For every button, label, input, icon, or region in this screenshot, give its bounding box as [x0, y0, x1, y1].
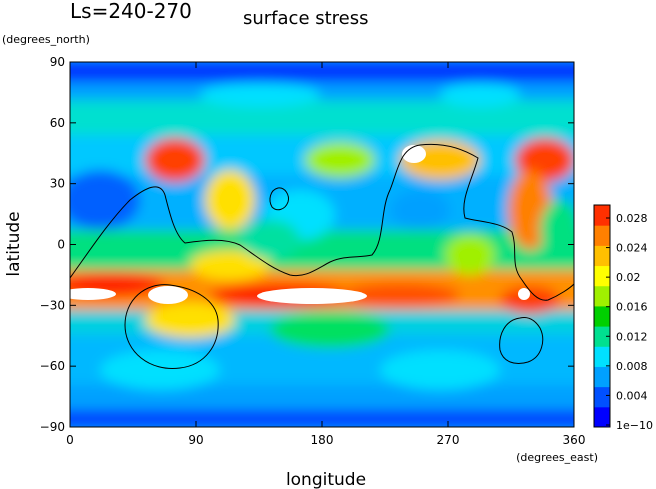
field-spot	[270, 312, 390, 348]
y-tick-label: −30	[40, 298, 65, 312]
y-axis: 90 60 30 0 −30 −60 −90	[40, 55, 574, 434]
colorbar-tick-label: 0.004	[616, 389, 648, 402]
topography-contours	[70, 143, 574, 369]
colorbar-tick-label: 0.016	[616, 301, 648, 314]
saturated-region	[70, 288, 116, 300]
y-tick-label: −90	[40, 420, 65, 434]
y-units-label: (degrees_north)	[2, 33, 90, 46]
colorbar-band	[594, 406, 610, 428]
colorbar: 0.028 0.024 0.02 0.016 0.012 0.008 0.004 1e−10	[593, 204, 653, 432]
heatmap-field	[70, 62, 574, 427]
colorbar-ticks: 0.028 0.024 0.02 0.016 0.012 0.008 0.004 1e−10	[606, 212, 653, 432]
field-spot	[100, 350, 220, 390]
colorbar-band	[594, 386, 610, 408]
colorbar-band	[594, 346, 610, 367]
saturated-regions	[70, 145, 530, 304]
colorbar-tick-label: 0.012	[616, 330, 648, 343]
colorbar-band	[594, 245, 610, 267]
x-units-label: (degrees_east)	[516, 451, 598, 464]
colorbar-tick-label: 0.008	[616, 360, 648, 373]
field-band	[70, 230, 574, 270]
y-axis-label: latitude	[4, 211, 24, 276]
topography-contour	[124, 284, 219, 369]
saturated-region	[518, 288, 530, 300]
x-tick-label: 360	[563, 433, 586, 447]
field-spot	[305, 142, 375, 178]
y-tick-label: 30	[50, 177, 65, 191]
x-tick-label: 270	[437, 433, 460, 447]
colorbar-tick-label: 0.024	[616, 242, 648, 255]
x-axis-label: longitude	[286, 470, 366, 489]
field-spot	[200, 83, 320, 107]
colorbar-tick-label: 0.02	[616, 271, 641, 284]
saturated-region	[402, 145, 426, 163]
colorbar-bands	[594, 205, 610, 428]
saturated-region	[257, 288, 367, 304]
topography-contour	[269, 187, 289, 211]
colorbar-band	[594, 225, 610, 246]
y-tick-label: −60	[40, 359, 65, 373]
chart-title-left: Ls=240-270	[70, 0, 192, 23]
field-band	[70, 385, 574, 410]
x-tick-label: 90	[188, 433, 203, 447]
chart-title: surface stress	[243, 8, 369, 29]
colorbar-band	[594, 326, 610, 347]
field-spot	[145, 138, 205, 182]
colorbar-band	[594, 265, 610, 287]
colorbar-band	[594, 285, 610, 307]
field-spot	[340, 283, 460, 307]
colorbar-tick-label: 0.028	[616, 212, 648, 225]
field-spot	[445, 235, 495, 275]
colorbar-band	[594, 305, 610, 327]
x-tick-label: 0	[66, 433, 74, 447]
topography-contour	[70, 143, 574, 301]
topography-contour	[499, 317, 544, 364]
heatmap-plot-area	[70, 62, 574, 427]
x-tick-label: 180	[311, 433, 334, 447]
field-spot	[500, 286, 560, 314]
y-tick-label: 0	[57, 238, 65, 252]
x-axis: 0 90 180 270 360	[66, 62, 585, 447]
colorbar-band	[594, 366, 610, 388]
field-spot	[380, 350, 500, 390]
field-spot	[205, 170, 255, 230]
field-spot	[540, 200, 574, 260]
y-tick-label: 90	[50, 55, 65, 69]
field-spot	[190, 250, 270, 280]
y-tick-label: 60	[50, 116, 65, 130]
field-spot	[145, 302, 235, 338]
field-spot	[70, 170, 140, 230]
field-spot	[390, 190, 450, 230]
field-spot	[240, 220, 300, 260]
saturated-region	[148, 286, 188, 304]
colorbar-band	[594, 205, 610, 226]
colorbar-frame	[593, 204, 611, 428]
field-band	[70, 100, 574, 135]
field-spot	[440, 83, 520, 107]
colorbar-tick-label: 1e−10	[616, 419, 653, 432]
